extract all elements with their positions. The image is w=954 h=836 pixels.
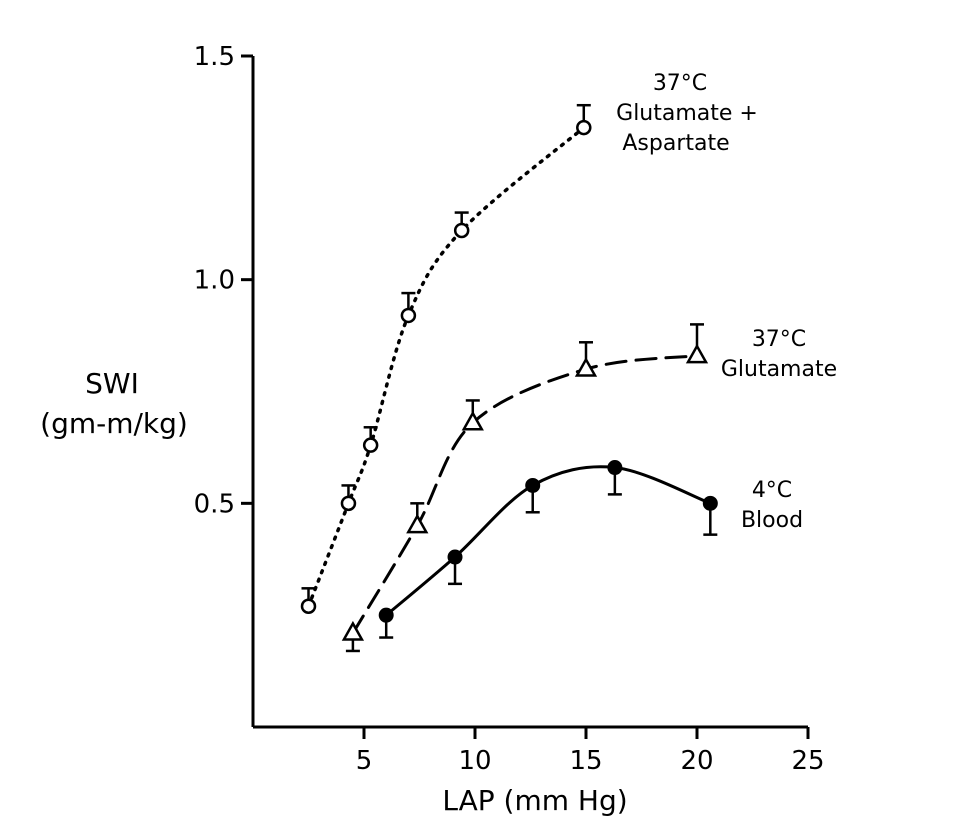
data-point <box>362 437 379 453</box>
curves <box>306 125 712 635</box>
ticks: 5 10 15 20 25 0.5 1.0 1.5 <box>194 42 825 776</box>
data-point <box>400 307 417 324</box>
series-label-glutamate-aspartate: 37°C Glutamate + Aspartate <box>616 71 758 156</box>
data-point <box>607 460 623 476</box>
data-point <box>406 513 429 534</box>
y-tick-label: 1.5 <box>194 42 235 72</box>
x-tick-label: 5 <box>356 746 373 776</box>
series-label-line: 37°C <box>653 71 707 96</box>
y-tick-label: 0.5 <box>194 489 235 519</box>
axes <box>251 56 808 729</box>
data-point <box>340 495 357 512</box>
series-label-line: Blood <box>741 508 803 533</box>
y-axis-title-line-2: (gm-m/kg) <box>40 407 188 440</box>
x-tick-label: 10 <box>458 746 491 776</box>
markers <box>300 103 718 653</box>
x-tick-label: 20 <box>680 746 713 776</box>
data-point <box>525 477 541 493</box>
y-axis-title-line-1: SWI <box>85 367 139 400</box>
y-tick-label: 1.0 <box>194 266 235 296</box>
series-label-line: Glutamate + <box>616 101 758 126</box>
data-point <box>685 343 709 364</box>
data-point <box>447 549 463 565</box>
data-point <box>574 356 598 377</box>
series-label-line: 4°C <box>752 478 792 503</box>
x-tick-label: 25 <box>791 746 824 776</box>
data-point <box>341 620 365 641</box>
data-point <box>378 607 394 623</box>
data-point <box>576 119 592 136</box>
series-label-blood: 4°C Blood <box>741 478 803 533</box>
series-label-glutamate: 37°C Glutamate <box>721 327 837 382</box>
data-point <box>461 410 484 431</box>
data-point <box>453 222 470 239</box>
series-line <box>306 125 586 608</box>
series-label-line: 37°C <box>752 327 806 352</box>
data-point <box>300 598 317 614</box>
x-axis-title: LAP (mm Hg) <box>442 784 627 817</box>
series-line <box>351 354 699 635</box>
x-tick-label: 15 <box>569 746 602 776</box>
data-point <box>702 495 718 511</box>
series-label-line: Glutamate <box>721 357 837 382</box>
series-label-line: Aspartate <box>622 131 729 156</box>
